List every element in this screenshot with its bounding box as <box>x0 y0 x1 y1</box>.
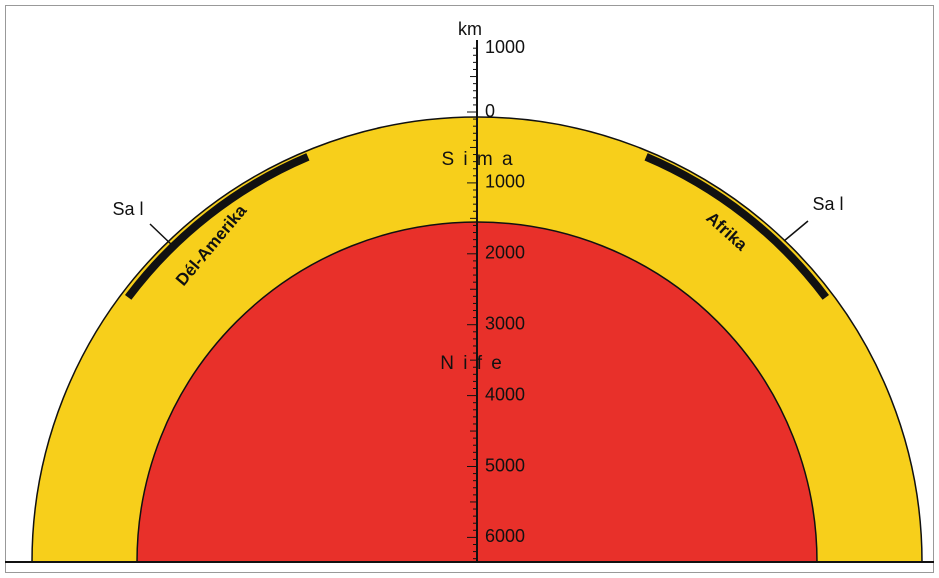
axis-label: 5000 <box>485 455 525 475</box>
axis-label: 2000 <box>485 243 525 263</box>
pointer <box>149 223 174 247</box>
axis-label: 3000 <box>485 313 525 333</box>
core-label: N i f e <box>440 353 504 374</box>
axis-labels: 1000 0 1000 2000 3000 4000 5000 6000 <box>485 37 525 546</box>
axis-label: 0 <box>485 101 495 121</box>
continent-arc <box>644 153 829 300</box>
axis-label: 1000 <box>485 37 525 57</box>
sal-label: Sa l <box>112 199 143 219</box>
axis-label: 1000 <box>485 172 525 192</box>
sal-label: Sa l <box>812 194 843 214</box>
crust-label: S i m a <box>441 149 514 170</box>
frame <box>5 5 934 573</box>
axis-label: 4000 <box>485 384 525 404</box>
axis-label: 6000 <box>485 526 525 546</box>
pointer <box>783 220 809 242</box>
continent-arc <box>125 153 310 300</box>
ticks <box>467 47 477 560</box>
axis-unit: km <box>458 19 482 39</box>
